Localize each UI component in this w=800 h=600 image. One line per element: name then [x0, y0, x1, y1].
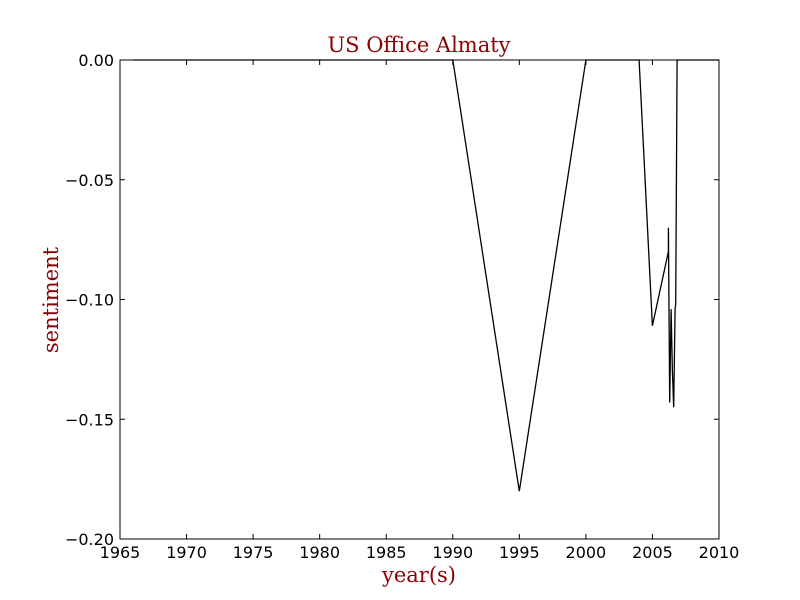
x-tick-label-2005: 2005: [632, 543, 673, 562]
x-tick-label-1995: 1995: [499, 543, 540, 562]
y-axis-label: sentiment: [39, 246, 63, 353]
x-tick-label-1975: 1975: [233, 543, 274, 562]
y-tick-label-2: −0.10: [65, 291, 114, 310]
axes-frame: [119, 59, 720, 540]
y-axis-ticks: 0.00 −0.05 −0.10 −0.15 −0.20: [65, 51, 719, 549]
series-line-0: [133, 59, 719, 492]
y-tick-label-4: −0.20: [65, 530, 114, 549]
x-tick-label-2000: 2000: [566, 543, 607, 562]
plot-area: [133, 59, 719, 492]
x-axis-label: year(s): [381, 563, 456, 587]
x-tick-label-1980: 1980: [299, 543, 340, 562]
x-tick-label-1985: 1985: [366, 543, 407, 562]
x-tick-label-2010: 2010: [699, 543, 740, 562]
y-tick-label-3: −0.15: [65, 410, 114, 429]
y-tick-label-0: 0.00: [78, 51, 114, 70]
x-axis-ticks: 1965 1970 1975 1980 1985 1990 1995 2000 2005 2010: [100, 60, 740, 562]
x-tick-label-1965: 1965: [100, 543, 141, 562]
y-tick-label-1: −0.05: [65, 171, 114, 190]
chart-title: US Office Almaty: [327, 33, 510, 57]
x-tick-label-1990: 1990: [432, 543, 473, 562]
x-tick-label-1970: 1970: [166, 543, 207, 562]
